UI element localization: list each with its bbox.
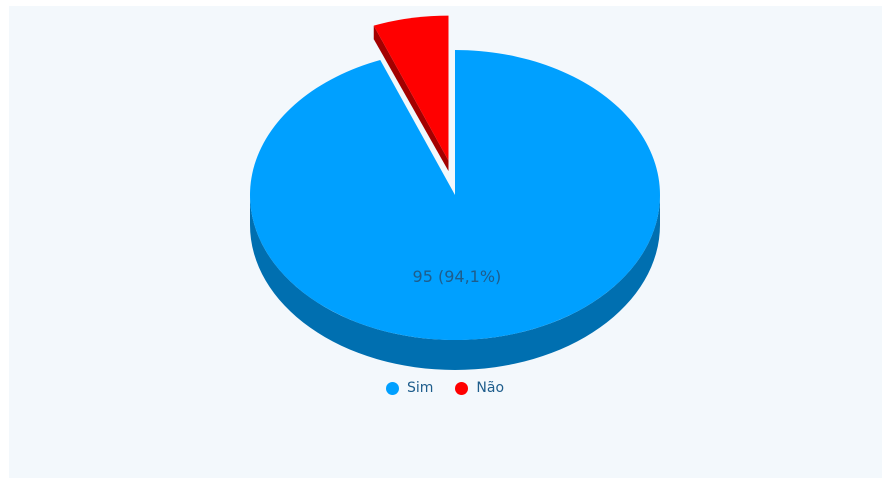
pie-slice-side xyxy=(373,25,449,172)
pie-slice-sim[interactable] xyxy=(249,50,660,370)
legend-swatch xyxy=(455,381,469,395)
pie-slice-rim xyxy=(250,195,660,370)
legend-label: Não xyxy=(476,380,505,396)
pie-labels: 95 (94,1%) xyxy=(413,267,502,286)
chart-legend: Sim Não xyxy=(0,380,890,396)
pie-slice-top xyxy=(373,15,449,161)
pie-slice-nao[interactable] xyxy=(373,15,449,172)
legend-swatch xyxy=(385,381,399,395)
legend-item[interactable]: Não xyxy=(455,380,504,396)
pie-slice-top xyxy=(249,50,660,340)
pie-slices xyxy=(249,15,660,370)
legend-label: Sim xyxy=(406,380,434,396)
legend-item[interactable]: Sim xyxy=(385,380,434,396)
slice-data-label: 95 (94,1%) xyxy=(413,267,502,286)
